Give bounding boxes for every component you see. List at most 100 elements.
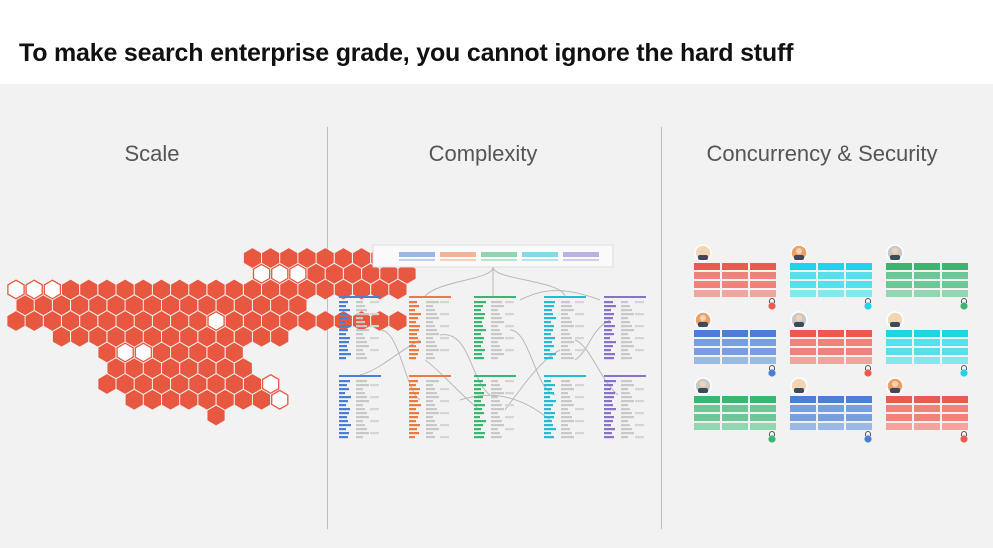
hexagon-filled (280, 279, 298, 300)
schema-value-cell (621, 349, 628, 352)
hexagon-filled (343, 263, 361, 284)
schema-value-cell (621, 436, 628, 439)
secure-table-cell (914, 357, 940, 364)
schema-value-cell (426, 432, 433, 435)
secure-table-cell (722, 414, 748, 421)
secure-table-cell (886, 272, 912, 279)
schema-value-cell (561, 416, 572, 419)
schema-value-cell (505, 337, 514, 340)
secure-table-cell (942, 263, 968, 270)
schema-value-cell (491, 404, 502, 407)
schema-key-cell (604, 301, 613, 304)
schema-key-cell (604, 341, 616, 344)
hexagon-filled (116, 374, 134, 394)
schema-key-cell (409, 388, 420, 391)
hexagon-filled (43, 311, 61, 331)
secure-table-cell (694, 330, 720, 337)
schema-key-cell (604, 305, 616, 308)
schema-value-cell (561, 301, 570, 304)
schema-value-cell (356, 416, 369, 419)
schema-value-cell (426, 436, 435, 439)
schema-key-cell (604, 321, 611, 324)
schema-key-cell (474, 309, 481, 312)
hexagon-filled (380, 263, 398, 284)
hexagon-filled (152, 311, 171, 331)
schema-key-cell (474, 313, 485, 316)
schema-value-cell (575, 396, 584, 399)
hexagon-filled (216, 389, 234, 410)
secure-table-cell (886, 339, 912, 346)
hexagon-filled (234, 389, 252, 410)
schema-value-cell (621, 420, 628, 423)
user-avatar-face (796, 248, 802, 254)
secure-table-cell (790, 357, 816, 364)
schema-key-cell (604, 345, 613, 348)
schema-key-cell (604, 357, 614, 360)
secure-table-cell (790, 339, 816, 346)
secure-table-cell (694, 272, 720, 279)
schema-key-cell (604, 428, 615, 431)
schema-value-cell (426, 420, 435, 423)
schema-value-cell (561, 392, 568, 395)
hexagon-filled (234, 326, 252, 347)
hexagon-filled (225, 374, 243, 394)
schema-value-cell (561, 353, 572, 356)
schema-value-cell (356, 432, 369, 435)
schema-key-cell (544, 341, 552, 344)
secure-table-cell (790, 396, 816, 403)
schema-key-cell (544, 436, 554, 439)
schema-value-cell (426, 313, 437, 316)
schema-value-cell (356, 408, 365, 411)
secure-table-cell (790, 290, 816, 297)
secure-table-cell (694, 405, 720, 412)
schema-value-cell (491, 341, 498, 344)
hexagon-filled (180, 326, 198, 347)
secure-table-cell (914, 396, 940, 403)
schema-value-cell (426, 349, 439, 352)
schema-key-cell (409, 428, 417, 431)
schema-key-cell (604, 349, 611, 352)
hexagon-filled (298, 311, 316, 331)
user-avatar-face (892, 381, 898, 387)
schema-value-cell (635, 412, 644, 415)
schema-key-cell (409, 329, 419, 332)
schema-header-bar (481, 259, 517, 261)
schema-value-cell (561, 357, 574, 360)
secure-table-cell (886, 290, 912, 297)
schema-value-cell (440, 436, 449, 439)
schema-value-cell (621, 408, 630, 411)
hexagon-filled (125, 326, 143, 347)
schema-table-header (409, 296, 451, 298)
hexagon-filled (234, 358, 252, 379)
hexagon-filled (207, 342, 225, 363)
schema-value-cell (621, 428, 632, 431)
schema-key-cell (339, 301, 348, 304)
secure-table-cell (914, 330, 940, 337)
schema-value-cell (491, 325, 498, 328)
schema-key-cell (544, 321, 551, 324)
hexagon-filled (25, 311, 43, 331)
secure-table-cell (694, 290, 720, 297)
schema-key-cell (409, 333, 417, 336)
hexagon-filled (98, 342, 116, 363)
schema-value-cell (426, 408, 437, 411)
user-avatar-face (700, 315, 706, 321)
hexagon-filled (171, 342, 189, 363)
secure-table-cell (722, 357, 748, 364)
hexagon-filled (52, 326, 70, 347)
schema-key-cell (604, 333, 614, 336)
schema-value-cell (561, 420, 574, 423)
secure-table-cell (942, 348, 968, 355)
schema-key-cell (339, 424, 351, 427)
schema-key-cell (474, 392, 484, 395)
schema-value-cell (356, 396, 367, 399)
hexagon-outline (116, 342, 134, 363)
schema-key-cell (339, 436, 348, 439)
lock-shackle (769, 298, 775, 303)
schema-value-cell (491, 436, 502, 439)
schema-value-cell (575, 384, 584, 387)
hexagon-filled (298, 248, 316, 268)
schema-key-cell (604, 412, 611, 415)
secure-table-cell (818, 348, 844, 355)
schema-value-cell (621, 400, 634, 403)
